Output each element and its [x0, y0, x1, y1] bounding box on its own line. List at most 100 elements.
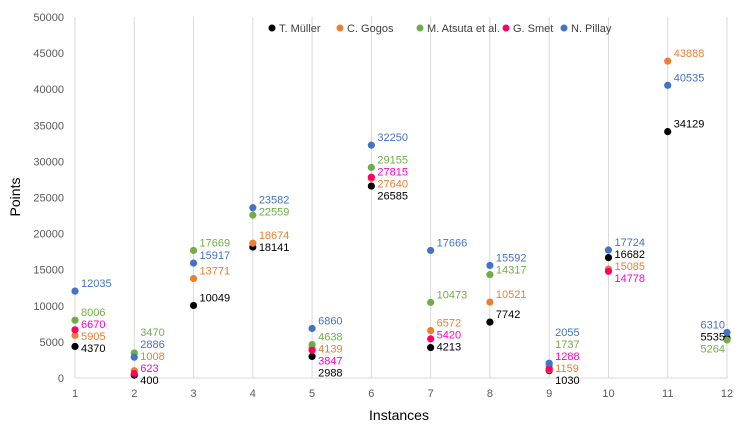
data-label: 7742 [496, 309, 520, 321]
y-tick-label: 15000 [33, 265, 64, 277]
data-label: 18674 [259, 230, 290, 242]
data-point [71, 287, 79, 295]
data-point [427, 298, 435, 306]
data-point [486, 261, 494, 270]
legend-marker [560, 24, 568, 32]
data-point [367, 141, 375, 149]
data-label: 2886 [140, 339, 164, 351]
data-label: 43888 [674, 48, 705, 60]
data-point [249, 211, 257, 219]
data-point [427, 343, 435, 352]
y-tick-label: 30000 [33, 156, 64, 168]
data-point [545, 359, 553, 367]
data-label: 6572 [437, 318, 461, 330]
data-label: 1008 [140, 351, 164, 363]
data-label: 6860 [318, 315, 342, 327]
data-label: 2988 [318, 368, 342, 380]
data-label: 3847 [318, 356, 342, 368]
data-label: 17666 [437, 237, 468, 249]
x-tick-label: 5 [309, 388, 315, 400]
data-point [189, 259, 198, 267]
legend-item: N. Pillay [560, 23, 612, 35]
legend: T. Müller C. Gogos M. Atsuta et al. G. Smet… [268, 23, 612, 35]
data-label: 4213 [437, 342, 461, 354]
x-tick-label: 11 [662, 388, 673, 400]
y-tick-label: 50000 [33, 12, 64, 24]
data-label: 40535 [674, 72, 705, 84]
data-point [545, 365, 553, 373]
x-tick-label: 6 [368, 388, 374, 400]
data-label: 13771 [200, 266, 231, 278]
data-label: 14778 [614, 273, 645, 285]
legend-item: G. Smet [502, 23, 553, 35]
x-tick-label: 12 [721, 388, 733, 400]
data-label: 22559 [259, 207, 290, 219]
legend-label: M. Atsuta et al. [427, 23, 500, 35]
data-label: 5264 [701, 343, 725, 355]
data-label: 5420 [437, 330, 461, 342]
data-label: 17724 [614, 237, 645, 249]
data-label: 17669 [200, 237, 231, 249]
data-label: 8006 [81, 307, 105, 319]
data-point [664, 81, 672, 89]
x-axis-title: Instances [369, 407, 429, 423]
data-label: 10473 [437, 289, 468, 301]
data-points [71, 57, 731, 379]
data-label: 1159 [555, 363, 579, 375]
data-point [249, 204, 257, 212]
data-label: 4370 [81, 343, 105, 355]
legend-label: C. Gogos [347, 23, 394, 35]
data-label: 5535 [701, 331, 725, 343]
data-label: 12035 [81, 278, 112, 290]
data-label: 1288 [555, 351, 579, 363]
data-label: 3470 [140, 327, 164, 339]
data-point [71, 316, 79, 324]
vertical-gridlines [74, 17, 728, 378]
data-label: 1030 [555, 375, 579, 387]
data-label: 6310 [701, 319, 725, 331]
data-point [130, 369, 138, 378]
data-point [427, 335, 435, 343]
data-label: 6670 [81, 319, 105, 331]
y-tick-label: 35000 [33, 120, 64, 132]
data-label: 27815 [377, 167, 408, 179]
legend-marker [268, 24, 276, 32]
data-point [367, 182, 375, 190]
y-tick-labels: 0 5000 10000 15000 20000 25000 30000 35000 40000… [33, 12, 64, 385]
y-tick-label: 5000 [40, 337, 64, 349]
data-label: 4139 [318, 344, 342, 356]
x-tick-label: 10 [602, 388, 614, 400]
x-tick-label: 4 [250, 388, 256, 400]
data-point [189, 301, 198, 310]
data-point [664, 127, 672, 136]
data-label: 1737 [555, 339, 579, 351]
data-label: 10521 [496, 289, 527, 301]
data-point [71, 331, 79, 339]
data-label: 15592 [496, 252, 527, 264]
data-label: 14317 [496, 264, 527, 276]
data-point [427, 326, 435, 335]
data-point [367, 163, 375, 172]
data-label: 15917 [200, 250, 231, 262]
data-label: 10049 [200, 292, 231, 304]
data-point [189, 274, 198, 283]
legend-marker [336, 24, 344, 32]
data-point [604, 267, 613, 275]
data-point [308, 352, 316, 361]
legend-label: T. Müller [279, 23, 321, 35]
data-point [71, 342, 79, 351]
y-tick-label: 10000 [33, 301, 64, 313]
data-point [723, 328, 731, 337]
data-label: 18141 [259, 242, 290, 254]
data-point [71, 326, 79, 334]
x-tick-label: 3 [190, 388, 196, 400]
x-tick-label: 8 [487, 388, 493, 400]
data-point [723, 336, 731, 344]
x-tick-label: 7 [428, 388, 434, 400]
data-point [130, 353, 138, 361]
data-label: 15085 [614, 261, 645, 273]
data-label: 27640 [377, 179, 408, 191]
